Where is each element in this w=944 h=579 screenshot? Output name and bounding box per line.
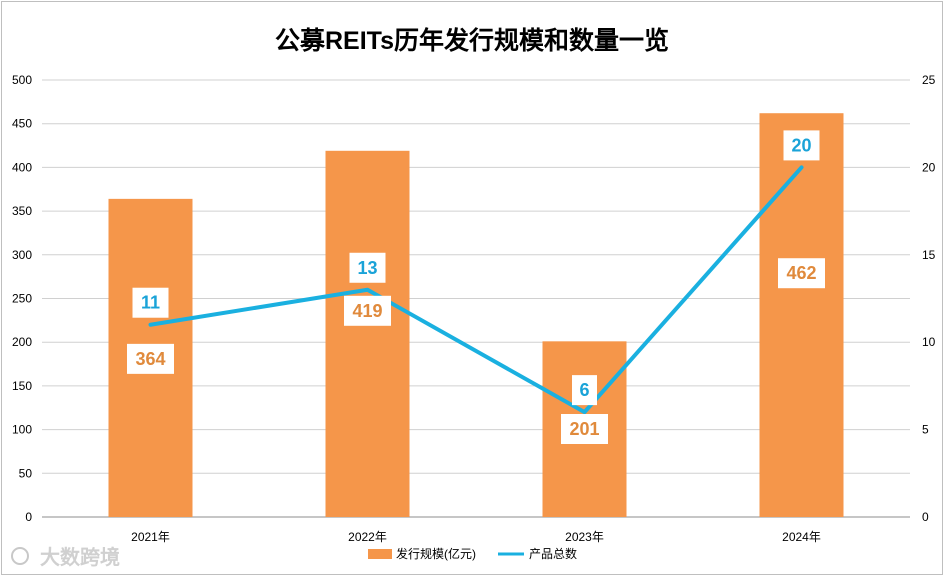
bar-data-label-box [344, 295, 391, 326]
line-data-label-box [783, 130, 820, 161]
y-left-tick-label: 250 [12, 292, 32, 306]
line-data-label-box [132, 287, 169, 318]
bar-data-label: 419 [352, 301, 382, 321]
line-data-label: 11 [141, 293, 160, 313]
y-right-tick-label: 10 [922, 335, 936, 349]
bar-data-label: 201 [569, 419, 599, 439]
y-left-tick-label: 350 [12, 204, 32, 218]
x-category-label: 2021年 [131, 530, 170, 544]
watermark: 大数跨境 [11, 545, 120, 569]
x-category-label: 2022年 [348, 530, 387, 544]
bar-data-label: 462 [786, 263, 816, 283]
bar-data-label-box [778, 258, 825, 289]
legend-label-bar: 发行规模(亿元) [396, 546, 476, 561]
x-category-label: 2024年 [782, 530, 821, 544]
y-right-tick-label: 25 [922, 73, 936, 87]
y-left-tick-label: 200 [12, 335, 32, 349]
chart-title: 公募REITs历年发行规模和数量一览 [275, 26, 669, 55]
legend-label-line: 产品总数 [529, 546, 577, 561]
line-data-label: 6 [579, 380, 589, 400]
line-data-label: 13 [357, 258, 377, 278]
line-data-label-box [349, 252, 386, 283]
series-line [148, 165, 804, 415]
y-left-tick-label: 0 [25, 510, 32, 524]
y-right-tick-label: 15 [922, 248, 936, 262]
bar [759, 113, 844, 517]
bar-data-label: 364 [135, 349, 165, 369]
x-category-label: 2023年 [565, 530, 604, 544]
y-right-tick-label: 0 [922, 510, 929, 524]
y-right-tick-label: 5 [922, 423, 929, 437]
bar-data-label-box [561, 414, 608, 444]
bar [325, 150, 410, 517]
y-left-tick-label: 450 [12, 117, 32, 131]
y-right-tick-label: 20 [922, 160, 936, 174]
y-left-tick-label: 100 [12, 423, 32, 437]
watermark-text: 大数跨境 [40, 545, 120, 569]
y-left-tick-label: 150 [12, 379, 32, 393]
y-left-tick-label: 50 [19, 466, 33, 480]
y-left-tick-label: 400 [12, 160, 32, 174]
y-left-tick-label: 300 [12, 248, 32, 262]
legend-swatch-bar [368, 549, 392, 559]
line-data-label-box [572, 375, 597, 406]
y-left-tick-label: 500 [12, 73, 32, 87]
bar-data-label-box [127, 343, 174, 374]
line-data-label: 20 [791, 135, 811, 155]
watermark-logo-icon [11, 547, 29, 565]
